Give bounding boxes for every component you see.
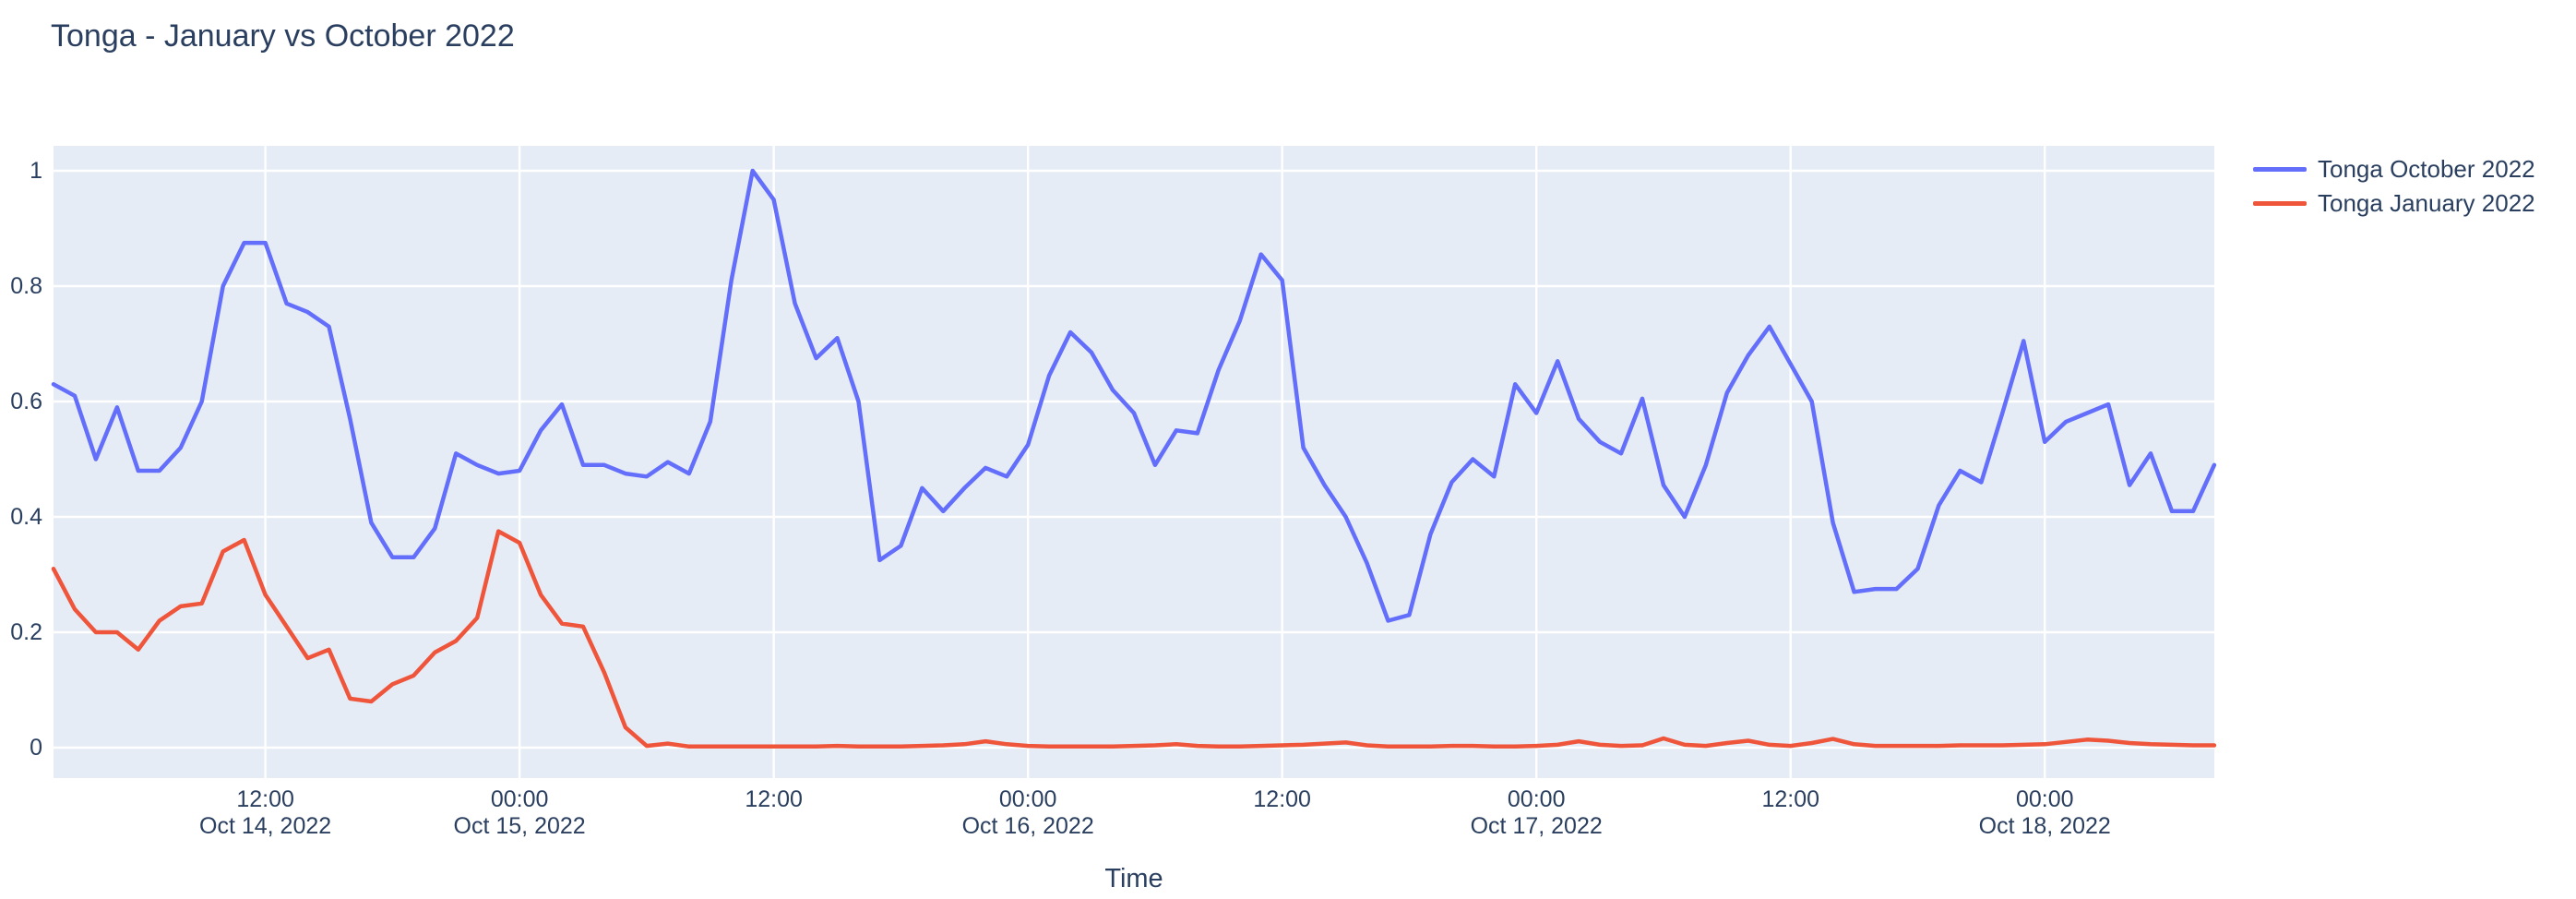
vertical-gridlines [264, 146, 2046, 778]
y-tick-label: 0.4 [10, 504, 42, 530]
plot-background [54, 146, 2214, 778]
y-tick-label: 1 [30, 158, 42, 184]
legend: Tonga October 2022 Tonga January 2022 [2253, 155, 2535, 223]
legend-item-tonga-october-2022[interactable]: Tonga October 2022 [2253, 155, 2535, 183]
x-tick-label: 00:00 Oct 15, 2022 [453, 786, 586, 839]
legend-label: Tonga October 2022 [2318, 154, 2535, 183]
x-tick-label: 12:00 [1761, 786, 1819, 812]
x-tick-label: 00:00 Oct 16, 2022 [961, 786, 1094, 839]
x-tick-label: 12:00 [745, 786, 803, 812]
x-axis-title: Time [1104, 864, 1163, 893]
y-tick-label: 0.2 [10, 619, 42, 645]
legend-label: Tonga January 2022 [2318, 188, 2535, 217]
series-line-tonga-january-2022 [51, 529, 2217, 749]
legend-item-tonga-january-2022[interactable]: Tonga January 2022 [2253, 189, 2535, 217]
series-line-tonga-october-2022 [51, 168, 2217, 623]
y-tick-label: 0.8 [10, 273, 42, 299]
x-tick-label: 12:00 [1253, 786, 1311, 812]
legend-line-swatch [2253, 200, 2307, 206]
x-tick-label: 00:00 Oct 17, 2022 [1470, 786, 1603, 839]
horizontal-gridlines [54, 169, 2214, 749]
x-tick-label: 00:00 Oct 18, 2022 [1978, 786, 2111, 839]
y-tick-label: 0 [30, 735, 42, 761]
y-tick-label: 0.6 [10, 389, 42, 414]
legend-line-swatch [2253, 166, 2307, 172]
x-tick-label: 12:00 Oct 14, 2022 [199, 786, 332, 839]
chart-title: Tonga - January vs October 2022 [51, 18, 515, 54]
